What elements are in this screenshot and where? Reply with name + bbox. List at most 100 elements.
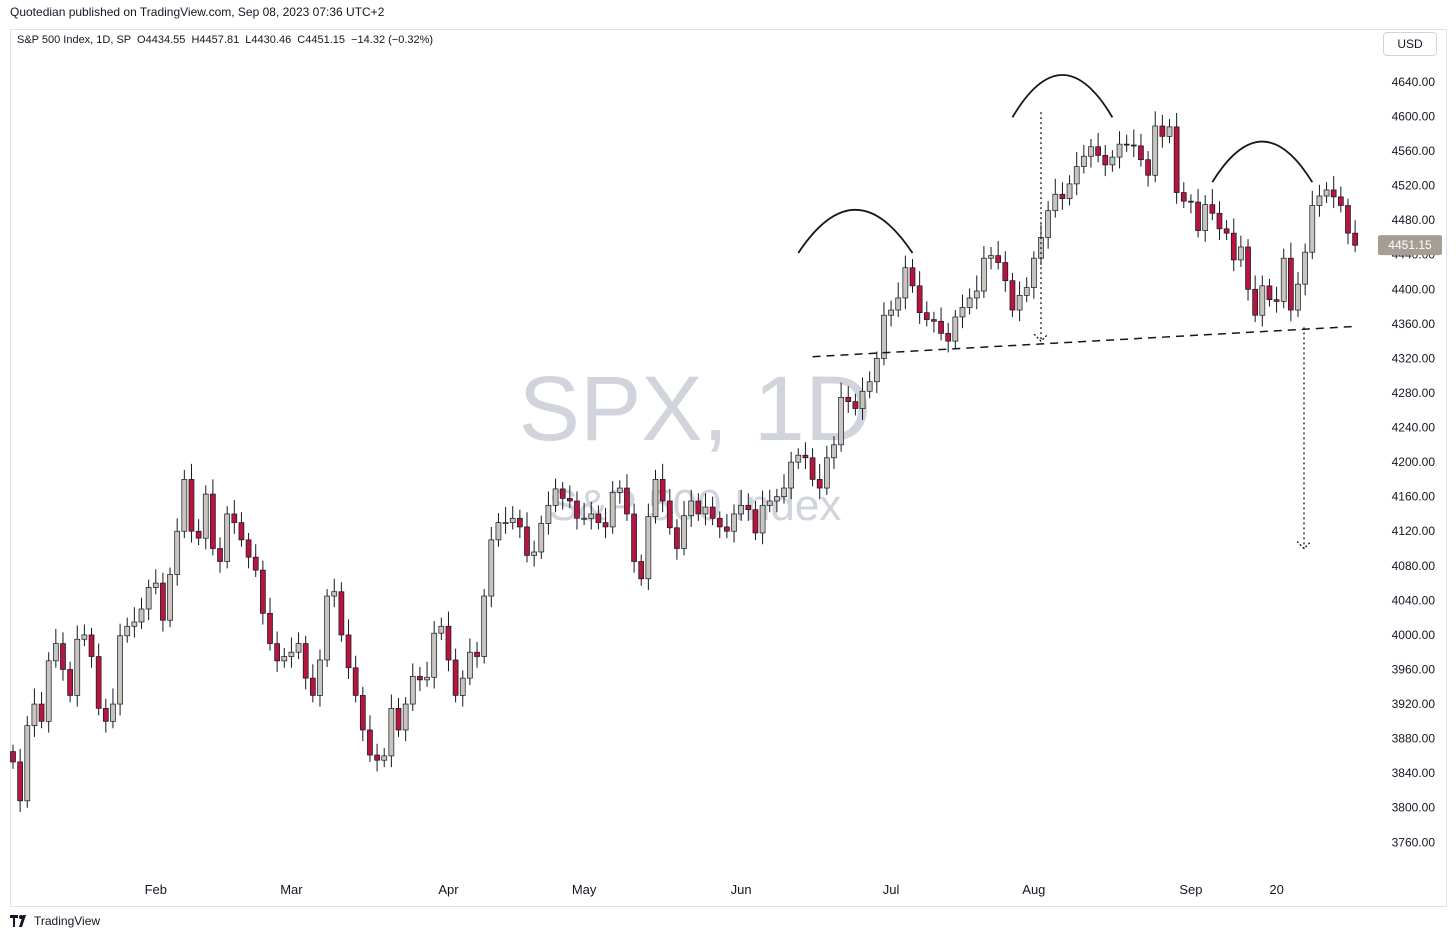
head-measure-arrow-head [1033,333,1049,343]
candle-down [574,500,580,519]
x-tick-label: Mar [280,882,303,897]
candle-down [1123,143,1130,146]
candle-down [1102,155,1109,166]
right-shoulder-arc [1211,140,1314,183]
y-tick-label: 4280.00 [1392,386,1436,400]
candle-down [638,561,645,580]
candle-down [852,401,859,409]
candle-down [1245,246,1251,290]
candle-up [873,358,880,383]
candle-up [588,513,595,519]
candle-down [1173,126,1180,193]
candle-up [774,496,780,502]
candle-down [524,526,530,556]
candle-up [331,591,338,597]
candle-up [152,582,159,588]
candle-up [881,314,887,359]
candle-up [838,396,844,446]
candle-up [688,500,695,517]
candle-up [988,255,994,259]
candle-down [238,522,245,541]
last-price-badge-bg [1378,235,1442,256]
candle-down [1216,212,1223,230]
candle-down [160,582,166,621]
candle-down [260,569,266,614]
candle-up [124,625,131,637]
y-tick-label: 4400.00 [1392,282,1436,296]
x-tick-label: 20 [1269,882,1283,897]
candle-up [702,506,709,515]
candle-up [409,676,416,705]
currency-selector[interactable]: USD [1383,32,1437,56]
candle-down [1209,204,1216,214]
candle-down [602,522,609,528]
y-tick-label: 4560.00 [1392,144,1436,158]
candle-up [831,444,837,459]
y-tick-label: 4120.00 [1392,524,1436,538]
candle-down [845,396,852,402]
y-tick-label: 3840.00 [1392,766,1436,780]
left-shoulder-arc [797,208,914,254]
candle-up [1116,143,1123,158]
candle-up [438,625,445,634]
y-tick-label: 4360.00 [1392,317,1436,331]
candle-down [417,676,423,681]
candle-up [1016,295,1023,311]
y-tick-label: 4000.00 [1392,628,1436,642]
candle-down [745,504,752,510]
candle-down [10,751,16,763]
candle-up [31,703,38,727]
candle-down [517,517,523,528]
candle-down [267,612,273,644]
tradingview-logo-icon [10,915,26,927]
candle-up [167,574,173,621]
candle-down [1180,192,1187,202]
candle-up [224,513,231,562]
candle-up [1295,283,1301,311]
candle-down [1266,285,1273,301]
candle-down [1345,205,1351,234]
x-tick-label: Sep [1179,882,1202,897]
candle-down [931,319,937,322]
candle-up [1080,155,1087,167]
candle-down [102,708,109,722]
candle-up [1238,246,1244,261]
candle-down [474,651,480,657]
candle-down [367,729,373,756]
candle-up [738,504,745,515]
candle-down [17,761,23,802]
chart-frame[interactable] [10,29,1447,907]
candle-up [74,638,81,696]
candle-up [467,651,473,679]
time-axis[interactable]: Feb Mar Apr May Jun Jul Aug Sep 20 [145,882,1284,897]
candle-down [559,488,566,499]
candle-down [916,285,923,313]
candle-down [188,479,195,532]
y-tick-label: 4160.00 [1392,490,1436,504]
candle-down [359,695,366,731]
candle-down [1095,146,1101,156]
candle-down [1009,280,1016,311]
candle-down [1337,196,1344,206]
candle-up [1052,193,1059,212]
candle-up [1302,251,1308,285]
candle-up [1031,257,1037,288]
candle-up [731,513,737,532]
candle-down [1230,232,1237,261]
candles-layer [10,111,1358,813]
candle-down [1130,144,1137,147]
candle-down [345,634,352,669]
candle-up [1088,146,1094,157]
candle-up [952,316,959,342]
candle-up [531,551,537,556]
candle-up [959,307,966,318]
price-axis[interactable]: 4640.004600.004560.004520.004480.004440.… [1392,75,1436,849]
candle-down [217,548,223,562]
candle-up [52,643,59,662]
candle-up [509,517,516,523]
candle-down [445,625,452,661]
y-tick-label: 4320.00 [1392,351,1436,365]
watermark-name: S&P 500 Index [549,481,842,530]
candle-down [374,754,380,761]
